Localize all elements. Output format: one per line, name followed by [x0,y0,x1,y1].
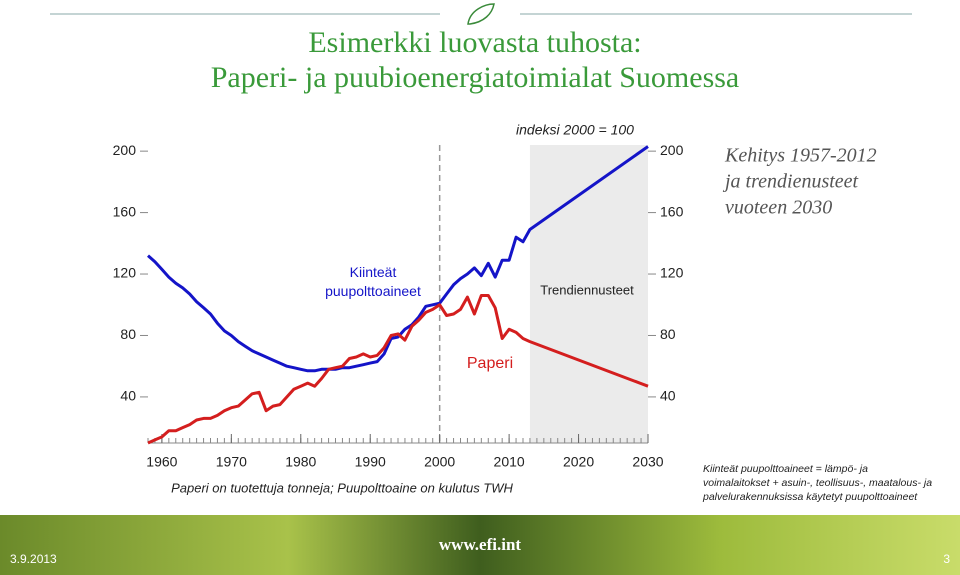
x-tick-label: 1960 [146,454,177,470]
series-label: Paperi [467,355,513,372]
side-note: vuoteen 2030 [725,197,832,219]
definition: voimalaitokset + asuin-, teollisuus-, ma… [703,477,932,489]
date: 3.9.2013 [10,552,57,566]
definition: Kiinteät puupolttoaineet = lämpö- ja [703,463,868,475]
series-label: Kiinteät puupolttoaineet [325,264,421,299]
x-tick-label: 2030 [632,454,663,470]
y2-tick-label: 120 [660,265,684,281]
y2-tick-label: 40 [660,388,676,404]
y2-tick-label: 80 [660,326,676,342]
series-line [147,294,649,445]
page-number: 3 [943,552,950,566]
x-tick-label: 1970 [216,454,247,470]
plot: 1960 1970 1980 1990 2000 2010 2020 2030 40 40 80 80… [113,142,684,470]
subtitle: indeksi 2000 = 100 [516,122,634,138]
x-tick-label: 1990 [355,454,386,470]
x-axis-label: Paperi on tuotettuja tonneja; Puupolttoa… [171,480,513,495]
footer-photo [0,515,960,575]
y-tick-label: 40 [120,388,136,404]
y2-tick-label: 200 [660,142,684,158]
x-tick-label: 2000 [424,454,455,470]
y-tick-label: 200 [113,142,137,158]
x-tick-label: 2010 [494,454,525,470]
title: Esimerkki luovasta tuhosta: [308,26,641,59]
y-tick-label: 80 [120,326,136,342]
x-tick-label: 2020 [563,454,594,470]
y-tick-label: 120 [113,265,137,281]
annotation: Trendiennusteet [540,282,634,297]
forecast-band [529,145,648,443]
definition: palvelurakennuksissa käytetyt puupolttoa… [702,491,918,503]
title: Paperi- ja puubioenergiatoimialat Suomes… [211,61,740,94]
y2-tick-label: 160 [660,203,684,219]
leaf-icon [467,3,495,25]
side-note: ja trendienusteet [722,171,859,193]
x-tick-label: 1980 [285,454,316,470]
side-note: Kehitys 1957-2012 [724,145,877,167]
y-tick-label: 160 [113,203,137,219]
url: www.efi.int [439,535,522,554]
